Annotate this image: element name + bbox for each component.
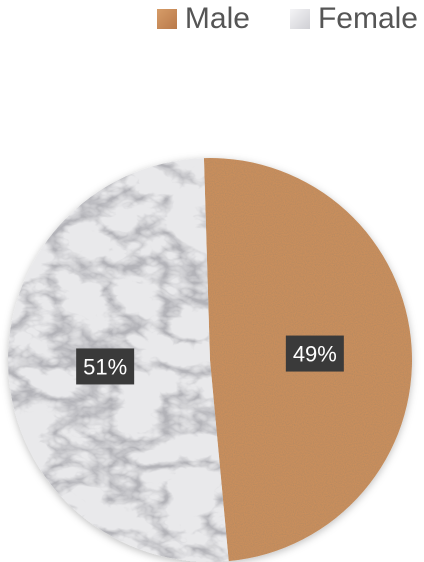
legend-item-male: Male: [156, 2, 250, 36]
data-label-box: [76, 348, 135, 385]
chart-legend: Male Female: [156, 2, 418, 36]
data-label-text: 51%: [83, 354, 127, 379]
data-label-female: 51%: [76, 348, 135, 385]
data-label-box: [285, 335, 344, 372]
marble-swatch-icon: [289, 9, 310, 29]
legend-label-female: Female: [317, 2, 418, 35]
cork-swatch-icon: [156, 9, 177, 29]
legend-label-male: Male: [184, 2, 250, 35]
data-label-male: 49%: [285, 335, 344, 372]
legend-item-female: Female: [289, 2, 418, 36]
data-label-text: 49%: [293, 342, 337, 367]
